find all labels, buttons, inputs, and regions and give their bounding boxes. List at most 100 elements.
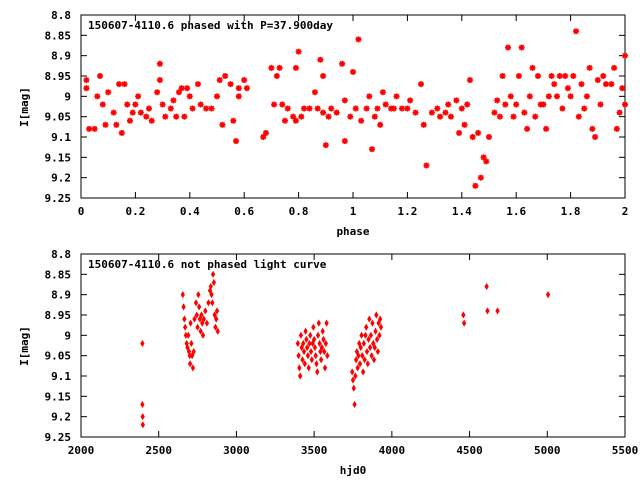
data-point <box>94 93 101 100</box>
data-point <box>185 343 190 352</box>
data-point <box>341 97 348 104</box>
data-point <box>121 81 128 88</box>
chart-title: 150607-4110.6 not phased light curve <box>88 258 327 271</box>
data-point <box>325 113 332 120</box>
data-point <box>296 352 301 360</box>
data-point <box>456 129 463 136</box>
data-point <box>317 56 324 63</box>
data-point <box>445 101 452 108</box>
y-tick-label: 9 <box>64 329 71 342</box>
data-point <box>268 64 275 71</box>
data-point <box>586 64 593 71</box>
data-point <box>214 307 220 315</box>
data-point <box>507 93 514 100</box>
data-point <box>222 73 229 79</box>
data-point <box>350 68 356 75</box>
data-point <box>284 105 291 112</box>
data-point <box>187 360 193 368</box>
x-tick-label: 1 <box>350 205 357 218</box>
data-point <box>302 360 307 368</box>
data-point <box>188 319 193 327</box>
x-tick-label: 4500 <box>456 444 483 457</box>
data-point <box>466 77 473 84</box>
data-point <box>611 64 618 71</box>
data-point <box>366 335 371 343</box>
x-tick-label: 1.8 <box>561 205 581 218</box>
data-point <box>303 327 308 335</box>
data-point <box>364 348 370 356</box>
data-point <box>581 105 588 112</box>
data-point <box>373 327 378 335</box>
data-point <box>554 93 560 100</box>
data-point <box>271 101 278 108</box>
data-point <box>353 372 358 380</box>
data-point <box>310 339 315 348</box>
data-point <box>135 93 142 100</box>
data-point <box>301 339 306 348</box>
chart-title: 150607-4110.6 phased with P=37.900day <box>88 19 333 32</box>
data-point <box>377 121 384 128</box>
data-point <box>214 93 220 100</box>
data-point <box>203 105 210 112</box>
data-point <box>140 421 146 429</box>
data-point <box>551 81 558 88</box>
data-point <box>110 109 117 116</box>
data-point <box>351 384 356 392</box>
data-point <box>350 368 355 376</box>
data-point <box>227 81 234 88</box>
data-point <box>304 343 310 352</box>
data-point <box>458 105 465 112</box>
data-point <box>126 117 133 124</box>
data-point <box>545 93 552 100</box>
data-point <box>361 339 367 348</box>
data-point <box>241 77 248 84</box>
y-tick-label: 9.15 <box>45 390 72 403</box>
phased-light-curve-panel: 150607-4110.6 phased with P=37.900day ph… <box>18 9 628 238</box>
data-point <box>307 339 312 348</box>
data-point <box>370 319 375 327</box>
data-point <box>298 372 303 380</box>
data-point <box>358 343 363 352</box>
data-point <box>189 339 194 348</box>
data-point <box>371 113 378 120</box>
data-point <box>235 85 242 92</box>
data-point <box>418 81 424 88</box>
data-point <box>461 319 467 327</box>
data-point <box>159 101 166 108</box>
data-point <box>189 105 196 112</box>
data-point <box>189 352 195 360</box>
data-point <box>190 364 196 372</box>
y-tick-label: 9.2 <box>51 172 71 185</box>
data-point <box>485 307 490 315</box>
x-tick-label: 2 <box>622 205 629 218</box>
data-point <box>367 343 373 352</box>
data-point <box>208 282 213 291</box>
x-tick-label: 4000 <box>379 444 406 457</box>
data-point <box>364 323 369 331</box>
x-ticks: 2000 2500 3000 3500 4000 4500 5000 5500 <box>68 254 638 457</box>
x-tick-label: 1.4 <box>452 205 472 218</box>
data-point <box>99 101 106 108</box>
data-point <box>502 101 509 108</box>
data-point <box>423 162 430 169</box>
data-point <box>175 89 182 96</box>
data-point <box>374 105 381 112</box>
data-point <box>193 299 199 307</box>
unphased-light-curve-panel: 150607-4110.6 not phased light curve hjd… <box>18 248 638 477</box>
data-point <box>404 105 411 112</box>
y-tick-label: 8.85 <box>45 29 72 42</box>
y-tick-label: 9.2 <box>51 411 71 424</box>
data-point <box>521 109 528 116</box>
data-point <box>350 376 356 384</box>
data-point <box>140 339 145 348</box>
data-point <box>484 282 489 291</box>
data-point <box>325 352 330 360</box>
y-ticks: 8.8 8.85 8.9 8.95 9 9.05 9.1 9.15 9.2 9.25 <box>45 248 625 444</box>
data-point <box>320 73 327 79</box>
data-point <box>316 319 321 327</box>
y-tick-label: 8.8 <box>51 248 71 261</box>
data-point <box>97 73 104 79</box>
data-point <box>315 331 321 339</box>
data-point <box>181 113 188 120</box>
data-point <box>262 129 269 136</box>
